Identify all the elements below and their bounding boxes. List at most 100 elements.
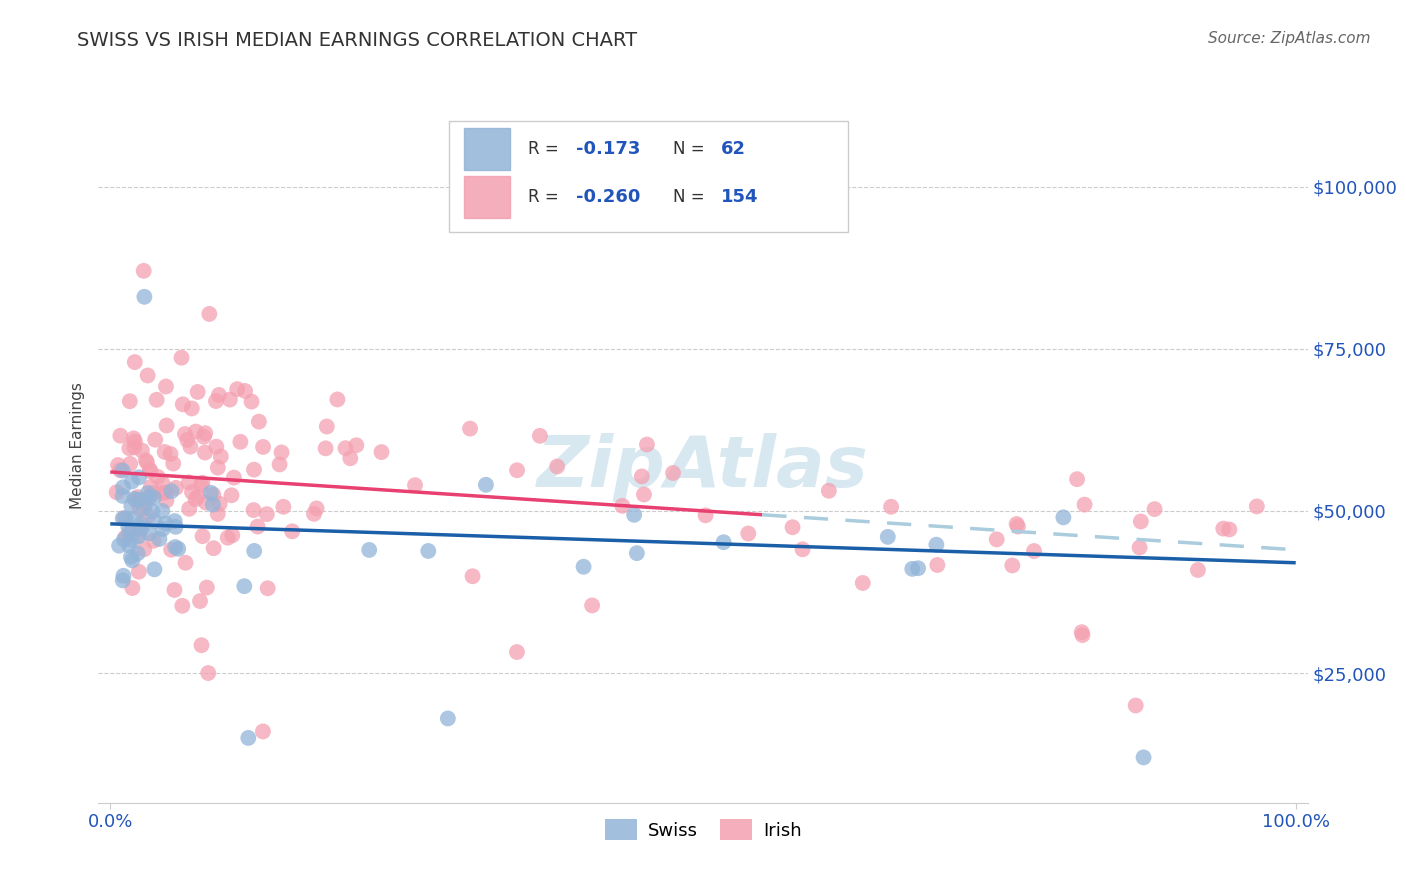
Point [128, 528, 150, 542]
Point [121, 533, 143, 547]
Point [112, 533, 135, 547]
Text: SWISS VS IRISH MEDIAN EARNINGS CORRELATION CHART: SWISS VS IRISH MEDIAN EARNINGS CORRELATI… [77, 31, 637, 50]
Point [572, 559, 595, 574]
Point [207, 507, 229, 521]
Point [529, 429, 551, 443]
Point [1073, 498, 1095, 512]
Point [111, 574, 134, 588]
Point [713, 535, 735, 549]
Text: N =: N = [672, 140, 710, 158]
Point [418, 544, 440, 558]
Point [256, 507, 278, 521]
Point [128, 492, 150, 507]
Point [202, 488, 225, 502]
Point [110, 428, 132, 442]
Point [179, 440, 201, 454]
Point [139, 464, 162, 478]
Point [927, 558, 949, 572]
Point [270, 445, 292, 459]
Point [112, 568, 135, 582]
Point [695, 508, 717, 523]
Point [193, 430, 215, 444]
Point [246, 519, 269, 533]
Point [238, 731, 260, 745]
Point [1143, 502, 1166, 516]
Text: ZipAtlas: ZipAtlas [537, 433, 869, 502]
Point [190, 478, 212, 492]
Point [136, 368, 159, 383]
Point [174, 427, 197, 442]
Point [121, 553, 143, 567]
Point [139, 480, 162, 494]
Point [1218, 523, 1240, 537]
Point [150, 504, 173, 518]
Point [177, 475, 200, 490]
Point [506, 463, 529, 477]
Point [114, 511, 136, 525]
Point [152, 476, 174, 491]
Point [404, 478, 426, 492]
Point [163, 582, 186, 597]
Point [111, 489, 134, 503]
Point [191, 529, 214, 543]
Point [1022, 544, 1045, 558]
Point [1005, 516, 1028, 531]
Point [782, 520, 804, 534]
Point [124, 440, 146, 454]
Point [344, 438, 367, 452]
Point [179, 501, 201, 516]
Text: 154: 154 [721, 188, 759, 206]
Point [1125, 698, 1147, 713]
Point [172, 397, 194, 411]
Point [139, 463, 162, 477]
Point [662, 466, 685, 480]
Point [1007, 519, 1029, 533]
Point [187, 384, 209, 399]
Point [111, 511, 134, 525]
Point [186, 490, 208, 504]
Point [437, 711, 460, 725]
Point [198, 307, 221, 321]
Point [623, 508, 645, 522]
Point [907, 561, 929, 575]
Point [108, 463, 131, 477]
Point [818, 483, 841, 498]
Point [281, 524, 304, 539]
Point [370, 445, 392, 459]
Point [546, 459, 568, 474]
Point [302, 507, 325, 521]
FancyBboxPatch shape [449, 121, 848, 232]
Point [901, 562, 924, 576]
Point [120, 524, 142, 538]
Point [208, 388, 231, 402]
Point [506, 645, 529, 659]
Point [155, 418, 177, 433]
Point [138, 491, 160, 505]
Point [129, 522, 152, 536]
Point [190, 638, 212, 652]
Point [217, 531, 239, 545]
Point [252, 724, 274, 739]
Point [125, 493, 148, 508]
Point [233, 579, 256, 593]
Point [218, 392, 240, 407]
FancyBboxPatch shape [464, 177, 509, 218]
Point [326, 392, 349, 407]
Point [221, 488, 243, 502]
Point [269, 458, 291, 472]
Point [155, 493, 177, 508]
Point [143, 433, 166, 447]
Text: Source: ZipAtlas.com: Source: ZipAtlas.com [1208, 31, 1371, 46]
Point [191, 475, 214, 490]
Point [181, 485, 204, 500]
Point [155, 516, 177, 531]
Point [160, 484, 183, 499]
Point [1212, 522, 1234, 536]
Point [209, 450, 232, 464]
Point [131, 516, 153, 531]
Point [170, 351, 193, 365]
Point [359, 543, 381, 558]
Point [160, 542, 183, 557]
Point [315, 419, 337, 434]
Point [1071, 628, 1094, 642]
